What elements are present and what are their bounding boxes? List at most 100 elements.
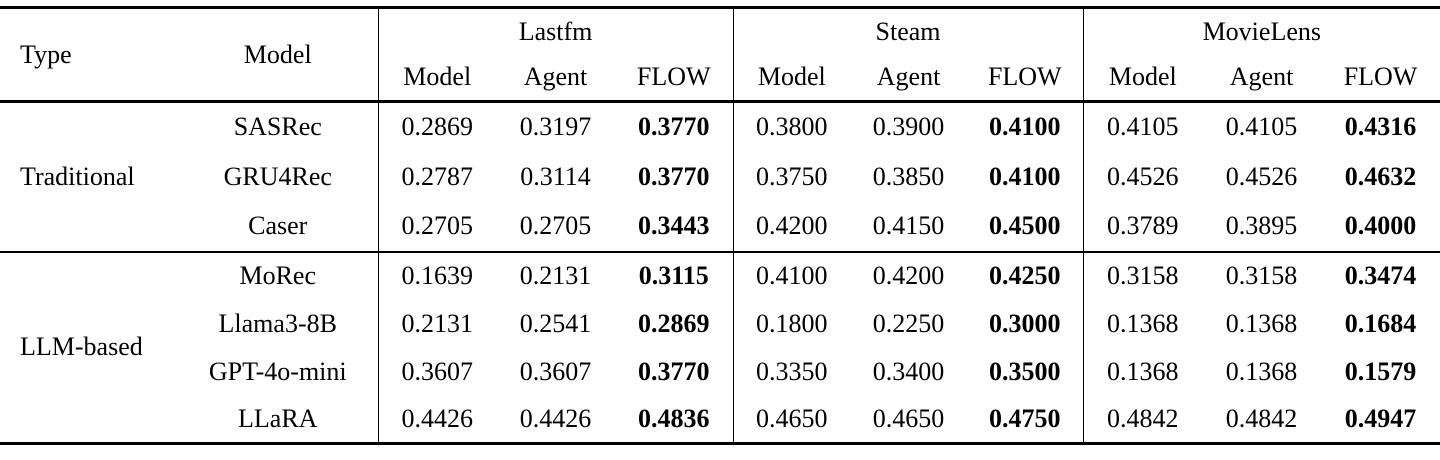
section-llm-based: LLM-based MoRec 0.1639 0.2131 0.3115 0.4… [0, 251, 1440, 444]
metric-value-cell: 0.3895 [1225, 211, 1298, 240]
metric-value-cell: 0.4150 [872, 211, 945, 240]
metric-value-cell: 0.1368 [1107, 356, 1179, 386]
subheader-movielens-agent: Agent [1229, 62, 1294, 92]
row-group-label-traditional: Traditional [20, 161, 135, 191]
table-row-llara: LLaRA 0.4426 0.4426 0.4836 0.4650 0.4650… [0, 395, 1440, 444]
model-name-cell: MoRec [178, 251, 379, 300]
metric-value-cell: 0.4000 [1344, 211, 1417, 240]
subheader-lastfm-flow: FLOW [615, 54, 734, 102]
group-header-row: Type Model Lastfm Steam MovieLens [0, 7, 1440, 102]
metric-value-cell: 0.4526 [1107, 161, 1179, 191]
column-header-model: Model [178, 7, 379, 102]
table-row-caser: Caser 0.2705 0.2705 0.3443 0.4200 0.4150… [0, 201, 1440, 252]
metric-value-cell: 0.2705 [519, 211, 592, 240]
metric-value-cell: 0.1368 [1225, 356, 1298, 386]
row-group-label-llm-based: LLM-based [20, 332, 143, 362]
metric-value-cell: 0.1368 [1107, 308, 1179, 338]
metric-value-cell: 0.2787 [401, 161, 474, 191]
metric-value-cell: 0.2131 [519, 261, 592, 290]
metric-value-cell: 0.3400 [872, 356, 945, 386]
metric-value-cell: 0.4650 [756, 403, 828, 433]
metric-value-cell: 0.4842 [1107, 403, 1179, 433]
metric-value-cell: 0.3607 [401, 356, 474, 386]
metric-value-cell: 0.3000 [967, 299, 1084, 348]
model-name-cell: Caser [178, 201, 379, 252]
metric-value-cell: 0.3900 [872, 112, 945, 142]
metric-value-cell: 0.3770 [615, 347, 734, 396]
metric-value-cell: 0.3500 [967, 347, 1084, 396]
model-name-cell: Llama3-8B [178, 299, 379, 348]
metric-value-cell: 0.4836 [615, 395, 734, 444]
metric-value-cell: 0.1684 [1344, 308, 1417, 338]
metric-value-cell: 0.1579 [1344, 356, 1417, 386]
metric-value-cell: 0.4105 [1107, 112, 1179, 142]
metric-value-cell: 0.4947 [1344, 403, 1417, 433]
subheader-steam-model: Model [757, 62, 826, 92]
metric-value-cell: 0.3770 [615, 151, 734, 202]
metric-value-cell: 0.4250 [967, 251, 1084, 300]
metric-value-cell: 0.3474 [1344, 261, 1417, 290]
metric-value-cell: 0.4100 [967, 151, 1084, 202]
metric-value-cell: 0.3158 [1107, 261, 1179, 290]
group-header-steam: Steam [733, 7, 1084, 55]
table-row-morec: LLM-based MoRec 0.1639 0.2131 0.3115 0.4… [0, 251, 1440, 361]
subheader-steam-agent: Agent [876, 62, 941, 92]
metric-value-cell: 0.2250 [872, 308, 945, 338]
metric-value-cell: 0.1800 [756, 308, 828, 338]
model-name-cell: SASRec [178, 101, 379, 152]
metric-value-cell: 0.3770 [615, 101, 734, 152]
metric-value-cell: 0.2541 [519, 308, 592, 338]
group-header-movielens: MovieLens [1202, 16, 1321, 46]
metric-value-cell: 0.4526 [1225, 161, 1298, 191]
table-row-gpt-4o-mini: GPT-4o-mini 0.3607 0.3607 0.3770 0.3350 … [0, 347, 1440, 396]
metric-value-cell: 0.3197 [519, 112, 592, 142]
subheader-lastfm-model: Model [403, 62, 472, 92]
model-name-cell: GRU4Rec [178, 151, 379, 202]
metric-value-cell: 0.2705 [401, 211, 474, 240]
model-name-cell: LLaRA [178, 395, 379, 444]
metric-value-cell: 0.4842 [1225, 403, 1298, 433]
column-header-type: Type [20, 39, 72, 69]
metric-value-cell: 0.4650 [872, 403, 945, 433]
metric-value-cell: 0.4100 [967, 101, 1084, 152]
metric-value-cell: 0.4426 [519, 403, 592, 433]
results-table: Type Model Lastfm Steam MovieLens Model … [0, 6, 1440, 445]
section-traditional: Traditional SASRec 0.2869 0.3197 0.3770 … [0, 101, 1440, 252]
table-row-llama3-8b: Llama3-8B 0.2131 0.2541 0.2869 0.1800 0.… [0, 299, 1440, 348]
metric-value-cell: 0.3443 [615, 201, 734, 252]
metric-value-cell: 0.1368 [1225, 308, 1298, 338]
metric-value-cell: 0.4316 [1344, 112, 1417, 142]
metric-value-cell: 0.2869 [401, 112, 474, 142]
metric-value-cell: 0.3158 [1225, 261, 1298, 290]
metric-value-cell: 0.1639 [401, 261, 474, 290]
metric-value-cell: 0.3789 [1107, 211, 1179, 240]
subheader-steam-flow: FLOW [967, 54, 1084, 102]
metric-value-cell: 0.3607 [519, 356, 592, 386]
metric-value-cell: 0.4750 [967, 395, 1084, 444]
metric-value-cell: 0.3800 [756, 112, 828, 142]
metric-value-cell: 0.4100 [756, 261, 828, 290]
metric-value-cell: 0.2869 [615, 299, 734, 348]
subheader-row: Model Agent FLOW Model Agent FLOW Model … [0, 54, 1440, 102]
table-row-gru4rec: GRU4Rec 0.2787 0.3114 0.3770 0.3750 0.38… [0, 151, 1440, 202]
metric-value-cell: 0.3114 [520, 161, 591, 191]
metric-value-cell: 0.4105 [1225, 112, 1298, 142]
metric-value-cell: 0.4200 [872, 261, 945, 290]
group-header-lastfm: Lastfm [378, 7, 734, 55]
model-name-cell: GPT-4o-mini [178, 347, 379, 396]
subheader-lastfm-agent: Agent [523, 62, 588, 92]
table-header: Type Model Lastfm Steam MovieLens Model … [0, 7, 1440, 102]
metric-value-cell: 0.3750 [756, 161, 828, 191]
subheader-movielens-model: Model [1108, 62, 1177, 92]
metric-value-cell: 0.2131 [401, 308, 474, 338]
metric-value-cell: 0.4426 [401, 403, 474, 433]
metric-value-cell: 0.3350 [756, 356, 828, 386]
metric-value-cell: 0.4500 [967, 201, 1084, 252]
table-row-sasrec: Traditional SASRec 0.2869 0.3197 0.3770 … [0, 101, 1440, 191]
metric-value-cell: 0.4632 [1344, 161, 1417, 191]
metric-value-cell: 0.3850 [872, 161, 945, 191]
metric-value-cell: 0.3115 [615, 251, 734, 300]
metric-value-cell: 0.4200 [756, 211, 828, 240]
subheader-movielens-flow: FLOW [1343, 62, 1418, 92]
